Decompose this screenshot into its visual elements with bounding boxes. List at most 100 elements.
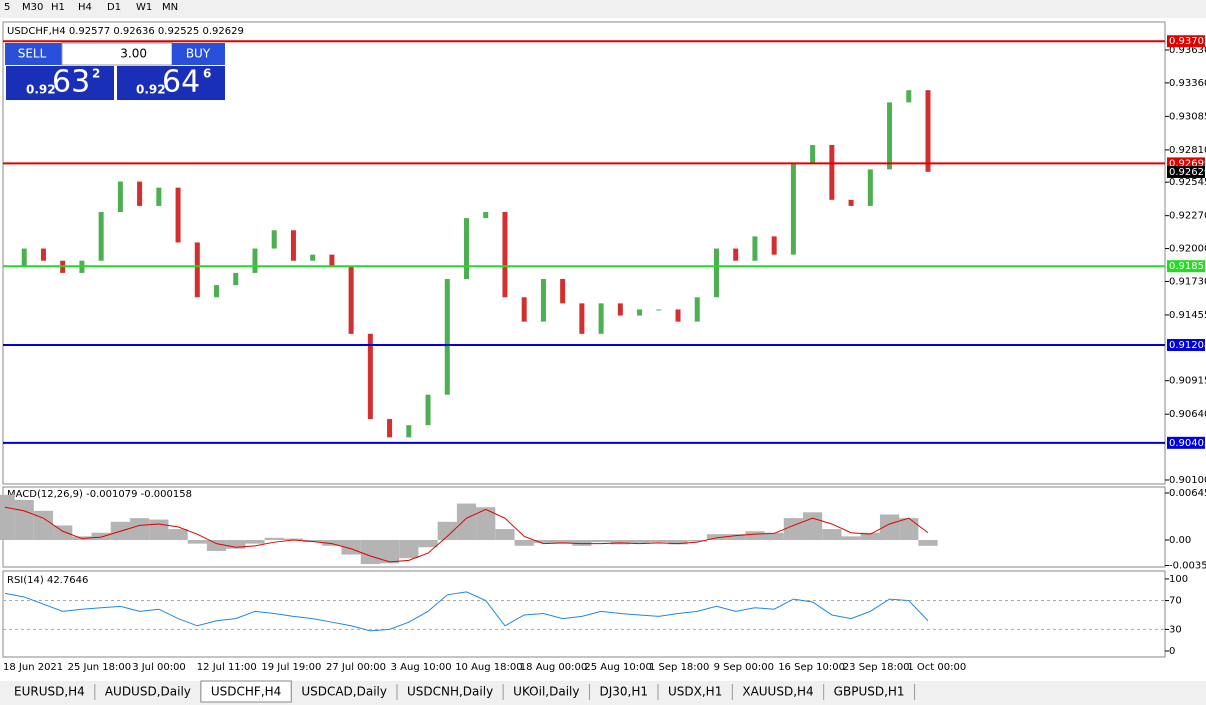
candle bbox=[713, 248, 719, 298]
candle bbox=[867, 169, 873, 206]
candle bbox=[117, 181, 123, 213]
lots-field[interactable] bbox=[61, 42, 173, 66]
x-tick-label: 18 Jun 2021 bbox=[3, 662, 63, 673]
candle bbox=[598, 303, 604, 334]
candle bbox=[175, 187, 181, 243]
macd-bar bbox=[649, 539, 669, 543]
macd-bar bbox=[418, 539, 438, 548]
y-tick-label: 100 bbox=[1169, 574, 1188, 585]
macd-bar bbox=[745, 531, 765, 540]
buy-button[interactable] bbox=[172, 43, 225, 65]
macd-bar bbox=[168, 529, 188, 540]
sell-label[interactable]: SELL bbox=[18, 47, 47, 61]
timeframe-button[interactable]: D1 bbox=[107, 2, 121, 13]
macd-bar bbox=[456, 503, 477, 540]
macd-bar bbox=[149, 519, 169, 540]
tab[interactable]: EURUSD,H4 bbox=[14, 685, 85, 699]
macd-bar bbox=[803, 512, 823, 540]
lots-value[interactable]: 3.00 bbox=[120, 47, 147, 61]
candle bbox=[367, 333, 373, 420]
level-label: 0.91208 bbox=[1169, 340, 1206, 351]
tab[interactable]: XAUUSD,H4 bbox=[742, 685, 813, 699]
y-tick-label: 0.00 bbox=[1169, 535, 1191, 546]
candle bbox=[252, 248, 258, 273]
timeframe-button[interactable]: 5 bbox=[4, 2, 10, 13]
macd-bar bbox=[553, 539, 573, 544]
y-tick-label: -0.00350 bbox=[1169, 560, 1206, 571]
timeframe-button[interactable]: W1 bbox=[136, 2, 152, 13]
candle bbox=[887, 102, 893, 170]
macd-bar bbox=[264, 537, 284, 540]
timeframe-button[interactable]: MN bbox=[162, 2, 178, 13]
candle bbox=[733, 248, 739, 261]
rsi-title: RSI(14) 42.7646 bbox=[7, 575, 88, 586]
candle bbox=[40, 248, 46, 261]
macd-bar bbox=[591, 539, 611, 543]
sell-button[interactable] bbox=[5, 43, 62, 65]
bid-box[interactable] bbox=[6, 66, 114, 100]
macd-bar bbox=[0, 494, 15, 540]
rsi-frame bbox=[2, 570, 1166, 658]
level-label-bg bbox=[1167, 260, 1205, 273]
tab[interactable]: GBPUSD,H1 bbox=[834, 685, 905, 699]
tab[interactable]: DJ30,H1 bbox=[599, 685, 648, 699]
level-label: 0.91855 bbox=[1169, 261, 1206, 272]
macd-bar bbox=[687, 539, 707, 542]
buy-label[interactable]: BUY bbox=[186, 47, 211, 61]
macd-bar bbox=[860, 532, 880, 540]
level-label-bg bbox=[1167, 35, 1205, 48]
x-tick-label: 27 Jul 00:00 bbox=[326, 662, 386, 673]
candle bbox=[233, 272, 239, 286]
macd-signal bbox=[4, 506, 929, 563]
macd-bar bbox=[706, 534, 727, 540]
candle bbox=[348, 266, 354, 334]
tab[interactable]: USDCHF,H4 bbox=[211, 685, 281, 699]
ask-frac: 6 bbox=[203, 67, 211, 81]
macd-bar bbox=[206, 539, 227, 551]
tab[interactable]: AUDUSD,Daily bbox=[105, 685, 191, 699]
macd-title: MACD(12,26,9) -0.001079 -0.000158 bbox=[7, 489, 192, 500]
x-tick-label: 19 Jul 19:00 bbox=[261, 662, 321, 673]
candle bbox=[675, 309, 681, 322]
timeframe-button[interactable]: M30 bbox=[22, 2, 43, 13]
candle bbox=[810, 145, 816, 164]
x-tick-label: 12 Jul 11:00 bbox=[197, 662, 257, 673]
macd-bar bbox=[879, 514, 900, 540]
macd-bar bbox=[33, 510, 54, 540]
macd-bar bbox=[726, 534, 746, 540]
candle bbox=[694, 297, 700, 322]
y-tick-label: 0.90915 bbox=[1169, 376, 1206, 387]
candle bbox=[790, 163, 796, 255]
trade-panel: SELL 3.00 BUY 0.92 63 2 0.92 64 6 bbox=[5, 42, 225, 100]
macd-bar bbox=[14, 499, 34, 540]
tab[interactable]: UKOil,Daily bbox=[513, 685, 579, 699]
chart-title: USDCHF,H4 0.92577 0.92636 0.92525 0.9262… bbox=[7, 26, 244, 37]
macd-bar bbox=[822, 529, 842, 540]
candle bbox=[406, 425, 412, 438]
candle bbox=[98, 212, 104, 261]
candle bbox=[752, 236, 758, 261]
ask-box[interactable] bbox=[117, 66, 225, 100]
timeframe-button[interactable]: H1 bbox=[51, 2, 65, 13]
x-tick-label: 3 Jul 00:00 bbox=[132, 662, 186, 673]
tab[interactable]: USDCNH,Daily bbox=[407, 685, 493, 699]
candle bbox=[637, 309, 643, 316]
candle bbox=[137, 181, 143, 206]
x-tick-label: 3 Aug 10:00 bbox=[391, 662, 452, 673]
current-price: 0.92629 bbox=[1169, 167, 1206, 178]
tab[interactable]: USDX,H1 bbox=[668, 685, 722, 699]
candle bbox=[617, 303, 623, 316]
candle bbox=[925, 90, 931, 172]
timeframe-button[interactable]: H4 bbox=[78, 2, 92, 13]
tab[interactable]: USDCAD,Daily bbox=[301, 685, 387, 699]
x-tick-label: 23 Sep 18:00 bbox=[843, 662, 910, 673]
candle bbox=[483, 212, 489, 219]
candle bbox=[425, 394, 431, 426]
candle bbox=[194, 242, 200, 298]
y-tick-label: 0 bbox=[1169, 646, 1175, 657]
